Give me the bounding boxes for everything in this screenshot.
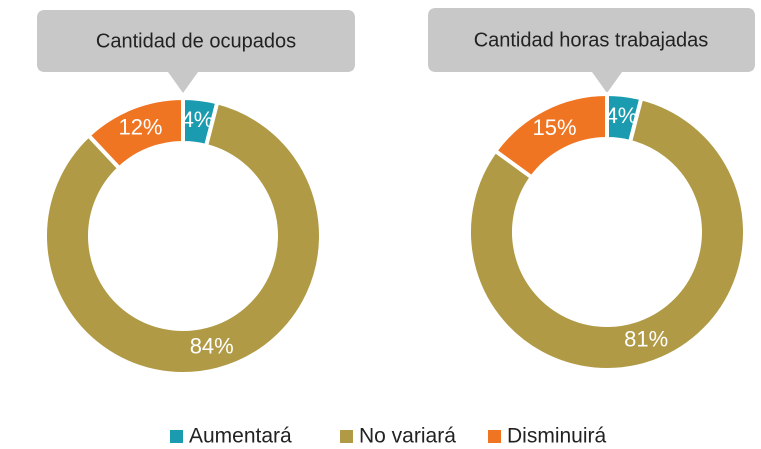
legend-label: No variará <box>359 425 456 448</box>
callout <box>37 10 355 93</box>
value-label: 12% <box>118 114 162 139</box>
callout <box>428 8 755 93</box>
donut-segment <box>85 95 185 172</box>
legend-swatch <box>170 430 183 443</box>
legend-swatch <box>488 430 501 443</box>
donut-segment <box>467 95 747 372</box>
legend-label: Disminuirá <box>507 425 607 448</box>
donut-segment <box>43 99 323 376</box>
value-label: 15% <box>533 115 577 140</box>
value-label: 84% <box>190 334 234 359</box>
donut-segment <box>492 91 609 181</box>
chart-title: Cantidad de ocupados <box>96 30 296 52</box>
legend-label: Aumentará <box>189 425 292 448</box>
chart-title: Cantidad horas trabajadas <box>474 29 709 51</box>
legend-swatch <box>340 430 353 443</box>
value-label: 4% <box>606 103 638 128</box>
value-label: 4% <box>182 107 214 132</box>
value-label: 81% <box>624 326 668 351</box>
